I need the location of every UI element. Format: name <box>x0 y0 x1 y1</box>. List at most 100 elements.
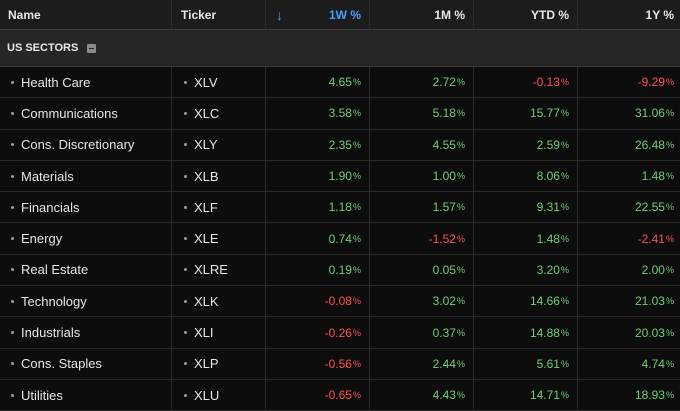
percent-sign: % <box>456 171 465 182</box>
sector-name-cell[interactable]: Cons. Staples <box>0 348 172 379</box>
table-row[interactable]: Communications XLC 3.58% 5.18% 15.77% 31… <box>0 98 680 130</box>
ticker-cell[interactable]: XLV <box>172 67 266 98</box>
bullet-icon <box>11 143 14 147</box>
table-row[interactable]: Real Estate XLRE 0.19% 0.05% 3.20% 2.00% <box>0 254 680 287</box>
column-header-ytd[interactable]: YTD % <box>474 0 578 29</box>
change-m1-cell: 0.05% <box>370 254 474 286</box>
column-header-1m[interactable]: 1M % <box>370 0 474 29</box>
percent-sign: % <box>456 358 465 369</box>
sector-name: Cons. Staples <box>21 356 102 372</box>
table-row[interactable]: Cons. Staples XLP -0.56% 2.44% 5.61% 4.7… <box>0 348 680 380</box>
table-row[interactable]: Financials XLF 1.18% 1.57% 9.31% 22.55% <box>0 192 680 224</box>
ticker-symbol: XLRE <box>194 262 228 278</box>
percent-sign: % <box>665 296 674 307</box>
bullet-icon <box>11 362 14 366</box>
ticker-cell[interactable]: XLRE <box>172 254 266 286</box>
table-row[interactable]: Industrials XLI -0.26% 0.37% 14.88% 20.0… <box>0 317 680 349</box>
percent-sign: % <box>352 327 361 338</box>
column-header-ticker[interactable]: Ticker <box>172 0 266 29</box>
ticker-cell[interactable]: XLF <box>172 192 266 223</box>
column-header-name[interactable]: Name <box>0 0 172 29</box>
percent-sign: % <box>560 171 569 182</box>
change-m1-value: 0.37 <box>432 325 456 340</box>
change-ytd-cell: 14.66% <box>474 286 578 317</box>
table-row[interactable]: Cons. Discretionary XLY 2.35% 4.55% 2.59… <box>0 129 680 161</box>
percent-sign: % <box>665 202 674 213</box>
percent-sign: % <box>560 264 569 275</box>
percent-sign: % <box>560 77 569 88</box>
percent-sign: % <box>456 264 465 275</box>
change-y1-cell: 31.06% <box>578 98 680 128</box>
ticker-cell[interactable]: XLI <box>172 317 266 348</box>
change-w1-value: 3.58 <box>328 106 352 121</box>
percent-sign: % <box>560 233 569 244</box>
change-ytd-cell: 5.61% <box>474 348 578 379</box>
sector-name-cell[interactable]: Energy <box>0 223 172 254</box>
column-header-1y[interactable]: 1Y % <box>645 7 674 22</box>
percent-sign: % <box>352 358 361 369</box>
bullet-icon <box>184 143 187 147</box>
change-m1-cell: 2.72% <box>370 67 474 98</box>
table-row[interactable]: Health Care XLV 4.65% 2.72% -0.13% -9.29… <box>0 67 680 99</box>
bullet-icon <box>11 268 14 272</box>
percent-sign: % <box>665 358 674 369</box>
bullet-icon <box>184 268 187 272</box>
sector-name-cell[interactable]: Cons. Discretionary <box>0 129 172 160</box>
table-row[interactable]: Technology XLK -0.08% 3.02% 14.66% 21.03… <box>0 286 680 318</box>
table-row[interactable]: Materials XLB 1.90% 1.00% 8.06% 1.48% <box>0 160 680 193</box>
sector-name-cell[interactable]: Financials <box>0 192 172 223</box>
column-header-1w[interactable]: ↓ 1W % <box>266 0 370 29</box>
ticker-cell[interactable]: XLK <box>172 286 266 317</box>
sort-descending-icon[interactable]: ↓ <box>276 6 283 23</box>
percent-sign: % <box>352 139 361 150</box>
change-y1-value: -2.41 <box>637 231 665 246</box>
ticker-symbol: XLY <box>194 137 218 153</box>
percent-sign: % <box>665 390 674 401</box>
change-y1-cell: 4.74% <box>578 349 680 379</box>
bullet-icon <box>184 111 187 115</box>
percent-sign: % <box>456 202 465 213</box>
sector-name: Communications <box>21 105 118 121</box>
sector-name-cell[interactable]: Health Care <box>0 67 172 98</box>
sector-name-cell[interactable]: Industrials <box>0 317 172 348</box>
percent-sign: % <box>665 233 674 244</box>
table-row[interactable]: Energy XLE 0.74% -1.52% 1.48% -2.41% <box>0 223 680 255</box>
bullet-icon <box>11 237 14 241</box>
percent-sign: % <box>456 108 465 119</box>
sector-name: Cons. Discretionary <box>21 137 135 153</box>
percent-sign: % <box>352 108 361 119</box>
percent-sign: % <box>665 264 674 275</box>
change-w1-cell: 0.74% <box>266 223 370 254</box>
change-m1-value: 0.05 <box>432 262 456 277</box>
percent-sign: % <box>665 77 674 88</box>
change-ytd-cell: -0.13% <box>474 67 578 98</box>
change-ytd-cell: 1.48% <box>474 223 578 254</box>
percent-sign: % <box>665 171 674 182</box>
sector-name-cell[interactable]: Technology <box>0 286 172 317</box>
ticker-cell[interactable]: XLB <box>172 160 266 192</box>
collapse-icon[interactable] <box>87 43 97 53</box>
ticker-cell[interactable]: XLE <box>172 223 266 254</box>
change-ytd-cell: 15.77% <box>474 98 578 129</box>
ticker-cell[interactable]: XLY <box>172 129 266 160</box>
change-w1-cell: -0.08% <box>266 286 370 317</box>
ticker-cell[interactable]: XLP <box>172 348 266 379</box>
change-y1-value: 18.93 <box>634 388 665 403</box>
change-m1-value: 2.44 <box>432 356 456 371</box>
ticker-cell[interactable]: XLC <box>172 98 266 129</box>
sector-name-cell[interactable]: Communications <box>0 98 172 129</box>
change-ytd-cell: 3.20% <box>474 254 578 286</box>
table-row[interactable]: Utilities XLU -0.65% 4.43% 14.71% 18.93% <box>0 379 680 411</box>
sector-name-cell[interactable]: Utilities <box>0 379 172 411</box>
ticker-cell[interactable]: XLU <box>172 379 266 411</box>
change-y1-value: -9.29 <box>637 75 665 90</box>
sector-name-cell[interactable]: Materials <box>0 160 172 192</box>
change-m1-cell: 1.00% <box>370 160 474 192</box>
percent-sign: % <box>352 390 361 401</box>
sector-name-cell[interactable]: Real Estate <box>0 254 172 286</box>
change-w1-cell: 0.19% <box>266 254 370 286</box>
bullet-icon <box>184 299 187 303</box>
bullet-icon <box>11 299 14 303</box>
bullet-icon <box>11 205 14 209</box>
change-m1-cell: 4.43% <box>370 379 474 411</box>
